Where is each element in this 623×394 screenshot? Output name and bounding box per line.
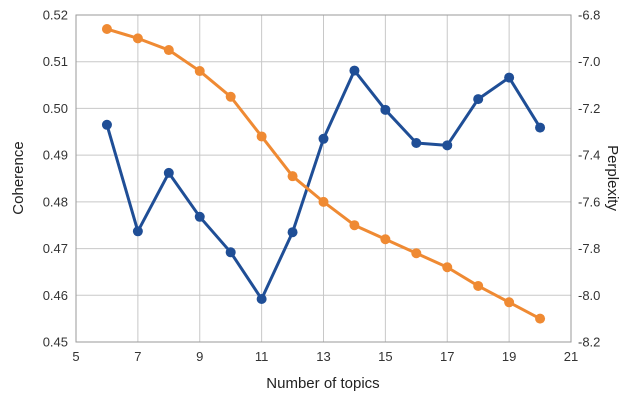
x-tick-label: 13 — [316, 349, 330, 364]
x-tick-label: 7 — [134, 349, 141, 364]
series-2-point — [194, 66, 205, 77]
series-1-point — [535, 122, 546, 133]
y-tick-label-right: -8.0 — [578, 288, 600, 303]
y-tick-label-left: 0.46 — [43, 288, 68, 303]
grid — [75, 14, 572, 343]
series-2-point — [473, 280, 484, 291]
series-1-point — [101, 119, 112, 130]
series-1-point — [287, 227, 298, 238]
series-layer — [101, 24, 546, 324]
y-tick-label-right: -8.2 — [578, 335, 600, 350]
series-2-point — [504, 297, 515, 308]
x-tick-label: 5 — [72, 349, 79, 364]
tick-labels: 5 7 9 11 13 15 17 19 21 0.45 0.46 0.47 0.48 0.49 0.50 0… — [43, 8, 601, 365]
y-tick-label-right: -7.4 — [578, 148, 600, 163]
y-tick-label-left: 0.45 — [43, 335, 68, 350]
x-tick-label: 9 — [196, 349, 203, 364]
y-tick-label-left: 0.48 — [43, 194, 68, 209]
y-tick-label-right: -6.8 — [578, 8, 600, 23]
series-1 — [101, 65, 546, 305]
series-2-point — [411, 248, 422, 259]
y-tick-label-right: -7.8 — [578, 241, 600, 256]
x-tick-label: 19 — [502, 349, 516, 364]
series-1-point — [380, 104, 391, 115]
y-tick-label-left: 0.52 — [43, 8, 68, 23]
x-tick-label: 11 — [255, 349, 269, 364]
x-axis-title: Number of topics — [266, 375, 379, 392]
y-axis-title-right: Perplexity — [604, 145, 621, 211]
series-1-point — [256, 294, 267, 305]
series-2 — [101, 24, 546, 324]
series-2-point — [442, 262, 453, 273]
series-1-point — [349, 65, 360, 76]
series-2-point — [225, 91, 236, 102]
series-1-point — [132, 226, 143, 237]
series-2-point — [318, 196, 329, 207]
series-2-point — [380, 234, 391, 245]
series-2-point — [256, 131, 267, 142]
series-2-point — [287, 171, 298, 182]
y-tick-label-right: -7.0 — [578, 54, 600, 69]
x-tick-label: 21 — [564, 349, 578, 364]
series-1-point — [318, 133, 329, 144]
y-tick-label-left: 0.50 — [43, 101, 68, 116]
y-tick-label-left: 0.49 — [43, 148, 68, 163]
plot-frame — [75, 14, 572, 343]
series-2-point — [163, 45, 174, 56]
series-1-point — [163, 167, 174, 178]
y-tick-label-right: -7.6 — [578, 194, 600, 209]
series-1-point — [225, 247, 236, 258]
x-tick-label: 17 — [440, 349, 454, 364]
series-1-point — [473, 94, 484, 105]
x-tick-label: 15 — [378, 349, 392, 364]
series-2-point — [132, 33, 143, 44]
series-1-point — [411, 137, 422, 148]
series-1-point — [194, 211, 205, 222]
y-tick-label-left: 0.47 — [43, 241, 68, 256]
series-2-point — [535, 313, 546, 324]
y-tick-label-right: -7.2 — [578, 101, 600, 116]
series-2-point — [101, 24, 112, 35]
y-axis-title-left: Coherence — [10, 141, 27, 214]
series-2-point — [349, 220, 360, 231]
series-1-point — [442, 140, 453, 151]
y-tick-label-left: 0.51 — [43, 54, 68, 69]
series-1-point — [504, 72, 515, 83]
